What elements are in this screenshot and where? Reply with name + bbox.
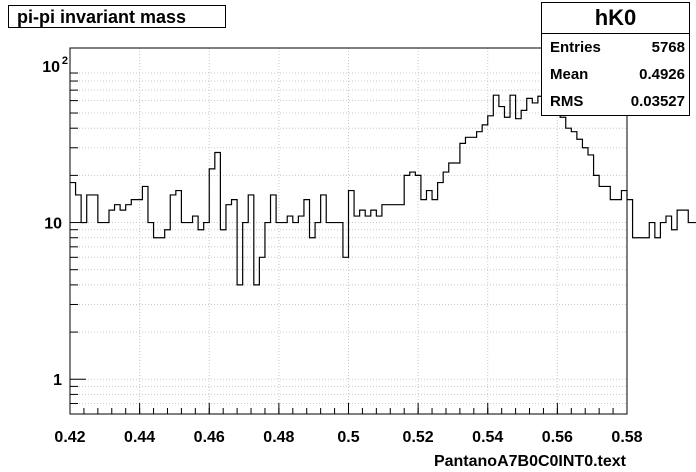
x-tick-label: 0.54 [472, 429, 503, 446]
x-tick-label: 0.56 [542, 429, 573, 446]
stats-value-mean: 0.4926 [639, 66, 685, 83]
y-tick-exponent: 2 [62, 55, 68, 67]
x-tick-label: 0.44 [124, 429, 155, 446]
y-tick-label: 1 [53, 372, 62, 389]
x-tick-label: 0.48 [263, 429, 294, 446]
stats-label-entries: Entries [550, 39, 601, 56]
y-tick-label: 10 [44, 216, 62, 233]
x-tick-label: 0.46 [194, 429, 225, 446]
stats-label-mean: Mean [550, 66, 589, 83]
stats-row-mean: Mean 0.4926 [542, 61, 689, 88]
stats-value-entries: 5768 [651, 39, 685, 56]
stats-row-rms: RMS 0.03527 [542, 88, 689, 115]
x-tick-label: 0.5 [337, 429, 359, 446]
y-tick-label: 10 [42, 59, 60, 76]
chart-title: pi-pi invariant mass [8, 5, 226, 28]
stats-box: hK0 Entries 5768 Mean 0.4926 RMS 0.03527 [541, 2, 690, 116]
x-tick-label: 0.58 [611, 429, 642, 446]
stats-label-rms: RMS [550, 93, 584, 110]
x-axis-label: PantanoA7B0C0INT0.text [434, 453, 627, 470]
x-tick-label: 0.52 [403, 429, 434, 446]
stats-row-entries: Entries 5768 [542, 34, 689, 61]
x-axis: 0.42 0.44 0.46 0.48 0.5 0.52 0.54 0.56 0.58 [54, 403, 643, 446]
histogram-name: hK0 [542, 3, 689, 34]
histogram-series-line [70, 93, 696, 286]
stats-value-rms: 0.03527 [630, 93, 685, 110]
x-tick-label: 0.42 [54, 429, 85, 446]
